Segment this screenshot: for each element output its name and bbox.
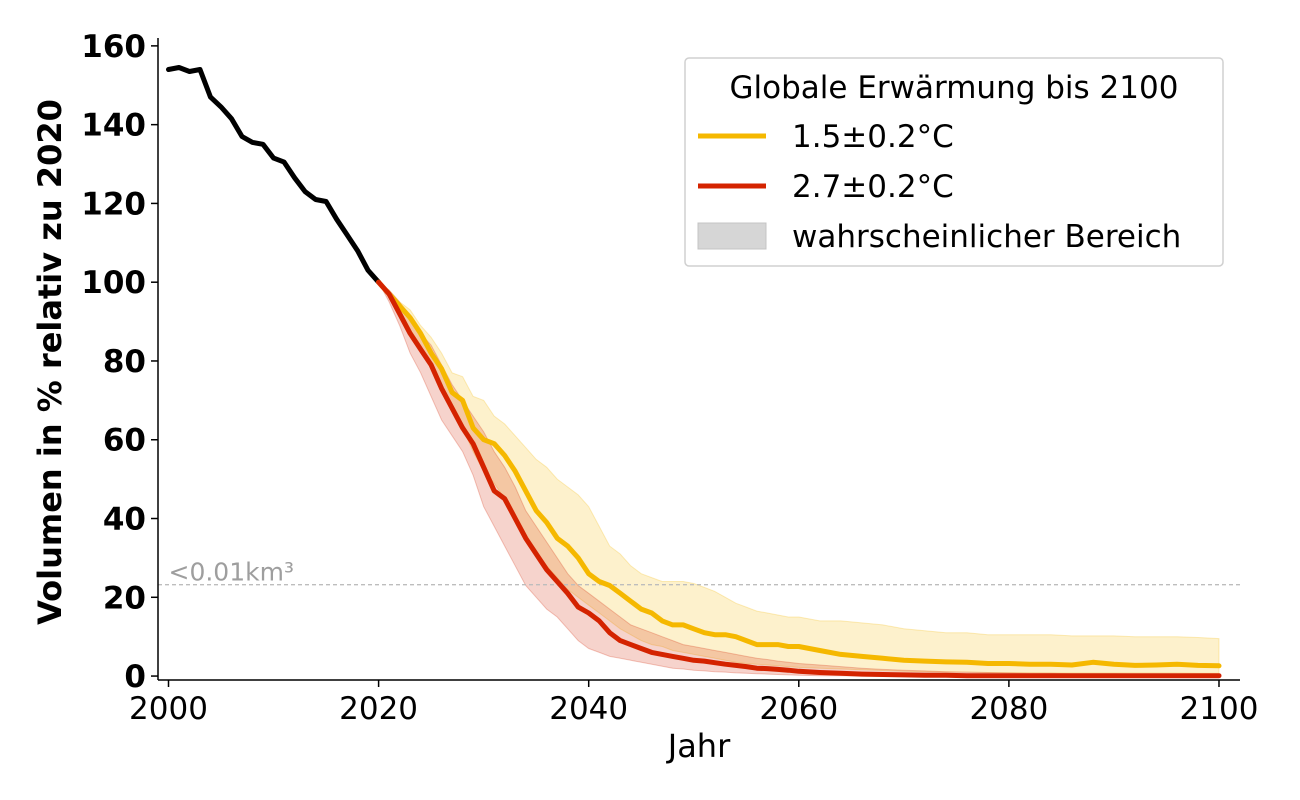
y-tick-label-140: 140 bbox=[81, 108, 146, 144]
x-axis-label: Jahr bbox=[666, 727, 731, 765]
y-tick-label-60: 60 bbox=[103, 423, 146, 459]
x-tick-label-2000: 2000 bbox=[129, 691, 208, 727]
series-line-0 bbox=[376, 279, 1222, 669]
legend-box bbox=[684, 57, 1224, 267]
x-tick-label-2020: 2020 bbox=[339, 691, 418, 727]
x-tick-label-2080: 2080 bbox=[969, 691, 1048, 727]
y-tick-label-0: 0 bbox=[124, 659, 146, 695]
x-tick-label-2100: 2100 bbox=[1180, 691, 1259, 727]
axes: 2000 2020 2040 2060 2080 21000204060801001201… bbox=[81, 29, 1258, 727]
y-axis-label: Volumen in % relativ zu 2020 bbox=[31, 99, 69, 625]
legend-title: Globale Erwärmung bis 2100 bbox=[730, 70, 1179, 106]
y-tick-label-120: 120 bbox=[81, 186, 146, 222]
legend-label-series-1: 2.7±0.2°C bbox=[792, 169, 954, 205]
y-tick-label-20: 20 bbox=[103, 580, 146, 616]
x-tick-label-2040: 2040 bbox=[549, 691, 628, 727]
legend-swatch-band bbox=[697, 222, 767, 250]
reference-line-group: <0.01km³ bbox=[158, 558, 1240, 587]
y-tick-label-40: 40 bbox=[103, 502, 146, 538]
legend: Globale Erwärmung bis 2100 1.5±0.2°C 2.7… bbox=[684, 57, 1224, 267]
legend-label-band: wahrscheinlicher Bereich bbox=[792, 219, 1181, 255]
legend-label-series-0: 1.5±0.2°C bbox=[792, 119, 954, 155]
x-tick-label-2060: 2060 bbox=[759, 691, 838, 727]
y-tick-label-80: 80 bbox=[103, 344, 146, 380]
series-line-1 bbox=[376, 279, 1222, 679]
reference-line-label: <0.01km³ bbox=[169, 558, 294, 587]
series-lines bbox=[166, 65, 1222, 679]
y-tick-label-160: 160 bbox=[81, 29, 146, 65]
y-tick-label-100: 100 bbox=[81, 265, 146, 301]
historical-line bbox=[166, 65, 382, 285]
confidence-bands bbox=[378, 281, 1220, 677]
